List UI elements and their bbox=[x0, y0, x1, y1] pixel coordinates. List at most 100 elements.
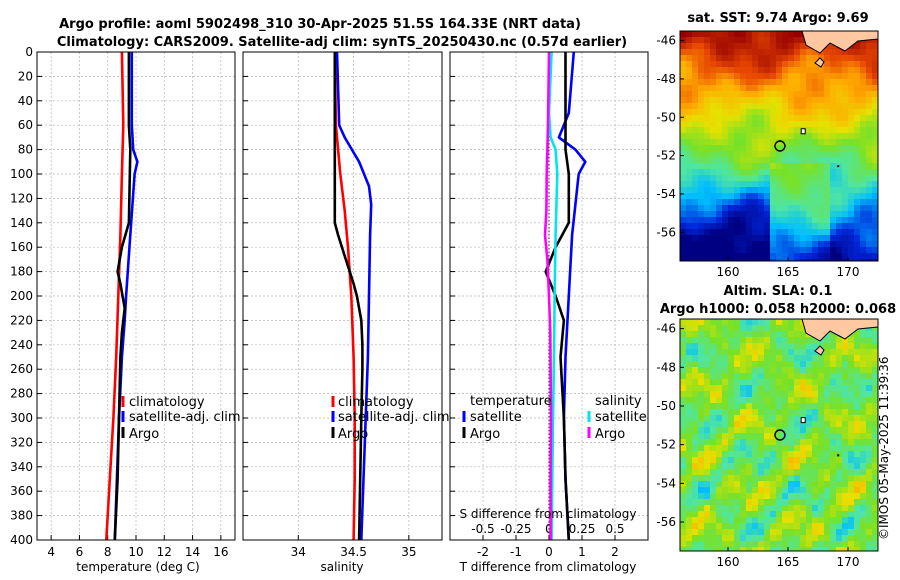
map-cell bbox=[722, 217, 728, 223]
map-cell bbox=[698, 223, 704, 229]
map-cell bbox=[782, 241, 788, 247]
map-cell bbox=[704, 367, 710, 373]
map-cell bbox=[788, 217, 794, 223]
map-cell bbox=[812, 55, 818, 61]
map-cell bbox=[710, 199, 716, 205]
map-cell bbox=[800, 427, 806, 433]
map-cell bbox=[740, 121, 746, 127]
map-cell bbox=[770, 421, 776, 427]
map-cell bbox=[716, 433, 722, 439]
map-cell bbox=[716, 235, 722, 241]
map-cell bbox=[818, 253, 824, 259]
map-cell bbox=[680, 409, 686, 415]
lon-tick-label: 160 bbox=[717, 265, 740, 279]
map-cell bbox=[854, 121, 860, 127]
y-tick-label: 40 bbox=[18, 94, 33, 108]
map-cell bbox=[710, 325, 716, 331]
map-cell bbox=[860, 481, 866, 487]
map-cell bbox=[794, 73, 800, 79]
map-cell bbox=[860, 469, 866, 475]
map-cell bbox=[860, 163, 866, 169]
map-cell bbox=[836, 505, 842, 511]
map-cell bbox=[752, 529, 758, 535]
map-cell bbox=[788, 415, 794, 421]
y-tick-label: 0 bbox=[25, 45, 33, 59]
map-cell bbox=[860, 127, 866, 133]
map-cell bbox=[866, 403, 872, 409]
map-cell bbox=[818, 73, 824, 79]
map-cell bbox=[704, 199, 710, 205]
island bbox=[800, 128, 806, 135]
map-cell bbox=[830, 97, 836, 103]
map-cell bbox=[836, 475, 842, 481]
map-cell bbox=[776, 133, 782, 139]
map-cell bbox=[686, 169, 692, 175]
map-cell bbox=[722, 427, 728, 433]
map-cell bbox=[752, 355, 758, 361]
map-cell bbox=[860, 205, 866, 211]
map-cell bbox=[710, 79, 716, 85]
map-cell bbox=[758, 259, 764, 261]
map-cell bbox=[812, 499, 818, 505]
map-cell bbox=[824, 547, 830, 551]
map-cell bbox=[764, 133, 770, 139]
map-cell bbox=[734, 151, 740, 157]
map-cell bbox=[818, 235, 824, 241]
map-cell bbox=[818, 361, 824, 367]
map-cell bbox=[866, 223, 872, 229]
map-cell bbox=[692, 475, 698, 481]
map-cell bbox=[782, 175, 788, 181]
map-cell bbox=[686, 499, 692, 505]
map-cell bbox=[782, 133, 788, 139]
map-cell bbox=[830, 403, 836, 409]
map-cell bbox=[776, 403, 782, 409]
map-cell bbox=[830, 427, 836, 433]
map-cell bbox=[830, 415, 836, 421]
map-cell bbox=[722, 151, 728, 157]
map-cell bbox=[806, 127, 812, 133]
map-cell bbox=[680, 379, 686, 385]
map-cell bbox=[860, 373, 866, 379]
map-cell bbox=[866, 355, 872, 361]
map-cell bbox=[812, 157, 818, 163]
map-cell bbox=[752, 31, 758, 37]
map-cell bbox=[734, 487, 740, 493]
map-cell bbox=[704, 145, 710, 151]
map-cell bbox=[836, 493, 842, 499]
map-cell bbox=[872, 529, 878, 535]
map-cell bbox=[800, 169, 806, 175]
map-cell bbox=[782, 319, 788, 325]
map-cell bbox=[728, 511, 734, 517]
map-cell bbox=[860, 133, 866, 139]
map-cell bbox=[800, 409, 806, 415]
map-cell bbox=[758, 427, 764, 433]
map-cell bbox=[836, 457, 842, 463]
map-cell bbox=[716, 43, 722, 49]
legend-label-climatology: climatology bbox=[338, 395, 414, 410]
map-cell bbox=[824, 247, 830, 253]
map-cell bbox=[818, 109, 824, 115]
map-cell bbox=[740, 355, 746, 361]
map-cell bbox=[818, 55, 824, 61]
map-cell bbox=[758, 193, 764, 199]
map-cell bbox=[788, 55, 794, 61]
map-cell bbox=[722, 247, 728, 253]
map-cell bbox=[788, 331, 794, 337]
map-cell bbox=[746, 367, 752, 373]
map-cell bbox=[722, 547, 728, 551]
map-cell bbox=[734, 439, 740, 445]
map-cell bbox=[686, 145, 692, 151]
map-cell bbox=[794, 535, 800, 541]
map-cell bbox=[698, 385, 704, 391]
map-cell bbox=[752, 403, 758, 409]
map-cell bbox=[680, 385, 686, 391]
map-cell bbox=[722, 505, 728, 511]
y-tick-label: 60 bbox=[18, 118, 33, 132]
map-cell bbox=[758, 319, 764, 325]
map-cell bbox=[800, 49, 806, 55]
map-cell bbox=[818, 79, 824, 85]
map-cell bbox=[722, 355, 728, 361]
map-cell bbox=[734, 397, 740, 403]
map-cell bbox=[842, 445, 848, 451]
map-cell bbox=[692, 223, 698, 229]
